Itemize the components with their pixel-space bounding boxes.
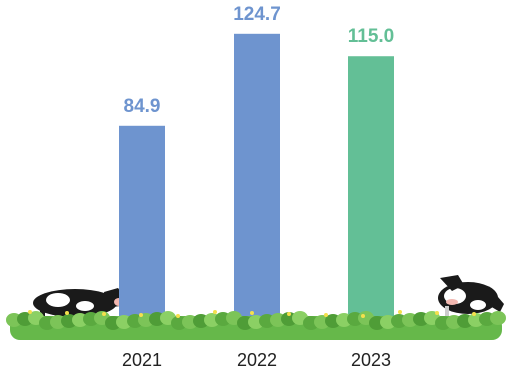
value-label-2022: 124.7 bbox=[233, 4, 281, 25]
bar-2023 bbox=[348, 56, 394, 322]
flower-dot bbox=[435, 311, 439, 315]
flower-dot bbox=[398, 310, 402, 314]
flower-dot bbox=[287, 312, 291, 316]
tick-label-2022: 2022 bbox=[237, 350, 277, 370]
flower-dot bbox=[361, 314, 365, 318]
flower-dot bbox=[324, 313, 328, 317]
cow-left-icon bbox=[33, 288, 126, 322]
bar-2021 bbox=[119, 125, 165, 322]
bars-group bbox=[119, 33, 394, 322]
value-label-2021: 84.9 bbox=[124, 96, 161, 117]
tick-label-2021: 2021 bbox=[122, 350, 162, 370]
grass-tuft bbox=[490, 311, 506, 325]
flower-dot bbox=[139, 313, 143, 317]
grass-strip bbox=[6, 310, 506, 340]
flower-dot bbox=[250, 311, 254, 315]
flower-dot bbox=[472, 312, 476, 316]
flower-dot bbox=[176, 314, 180, 318]
flower-dot bbox=[28, 310, 32, 314]
value-labels-group: 84.9 124.7 115.0 bbox=[124, 4, 395, 117]
flower-dot bbox=[65, 311, 69, 315]
flower-dot bbox=[213, 310, 217, 314]
bar-2022 bbox=[234, 33, 280, 322]
value-label-2023: 115.0 bbox=[348, 26, 395, 47]
cow-right-icon bbox=[438, 275, 504, 320]
flower-dot bbox=[102, 312, 106, 316]
x-axis-ticks: 2021 2022 2023 bbox=[122, 350, 391, 370]
tick-label-2023: 2023 bbox=[351, 350, 391, 370]
